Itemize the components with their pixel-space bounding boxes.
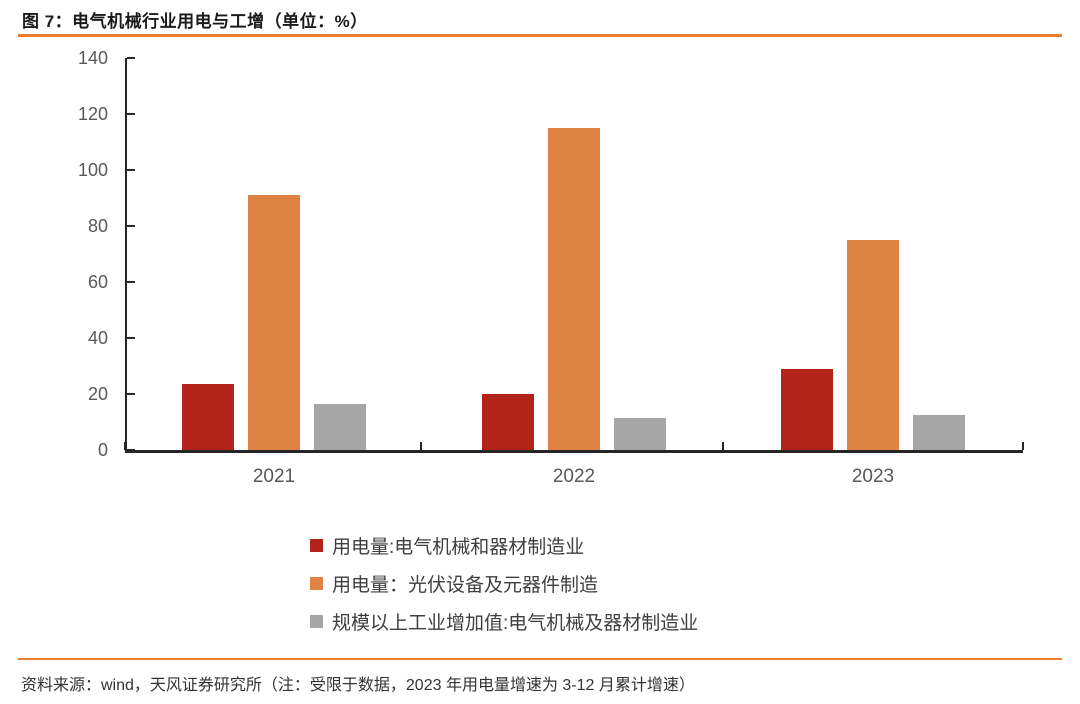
- x-axis-tick-label: 2021: [252, 466, 296, 487]
- source-note: 资料来源：wind，天风证券研究所（注：受限于数据，2023 年用电量增速为 3…: [21, 677, 695, 694]
- legend-item-1: 用电量:电气机械和器材制造业: [310, 526, 698, 564]
- x-axis-tick-mark: [722, 442, 724, 450]
- y-axis-tick-mark: [127, 169, 135, 171]
- y-axis-tick-label: 20: [87, 384, 108, 404]
- legend-label: 用电量：光伏设备及元器件制造: [332, 574, 599, 596]
- legend-swatch-icon: [310, 614, 323, 628]
- y-axis-tick-mark: [127, 113, 135, 115]
- title-divider: [18, 34, 1062, 37]
- y-axis-tick-mark: [127, 281, 135, 283]
- y-axis-tick-label: 0: [97, 440, 108, 460]
- y-axis-tick-label: 80: [87, 216, 108, 236]
- y-axis-tick-label: 100: [77, 160, 108, 180]
- legend-item-2: 用电量：光伏设备及元器件制造: [310, 564, 698, 602]
- y-axis-line: [125, 58, 127, 453]
- legend-swatch-icon: [310, 576, 323, 590]
- y-axis-tick-label: 40: [87, 328, 108, 348]
- x-axis-tick-mark: [1022, 442, 1024, 450]
- legend-label: 用电量:电气机械和器材制造业: [332, 536, 585, 558]
- bar-2023-series1: [781, 368, 833, 450]
- bar-2022-series1: [482, 394, 534, 450]
- x-axis-tick-mark: [124, 442, 126, 450]
- figure-title: 图 7：电气机械行业用电与工增（单位：%）: [22, 12, 368, 31]
- bar-2021-series1: [182, 384, 234, 450]
- legend-label: 规模以上工业增加值:电气机械及器材制造业: [332, 612, 699, 634]
- bar-2022-series3: [614, 417, 666, 450]
- y-axis-tick-label: 60: [87, 272, 108, 292]
- footer-divider: [18, 658, 1062, 660]
- y-axis-tick-mark: [127, 57, 135, 59]
- y-axis-tick-label: 120: [77, 104, 108, 124]
- x-axis-line: [125, 450, 1023, 453]
- legend-item-3: 规模以上工业增加值:电气机械及器材制造业: [310, 602, 698, 640]
- legend-swatch-icon: [310, 538, 323, 552]
- x-axis-tick-mark: [420, 442, 422, 450]
- y-axis-tick-mark: [127, 337, 135, 339]
- y-axis-tick-mark: [127, 393, 135, 395]
- bar-chart: 0 20 40 60 80 100 120 140 2021 2022 2023: [77, 48, 1024, 487]
- bar-2022-series2: [548, 128, 600, 450]
- y-axis-tick-mark: [127, 225, 135, 227]
- bar-2021-series2: [248, 195, 300, 450]
- x-axis-tick-label: 2023: [851, 466, 895, 487]
- bar-2023-series2: [847, 240, 899, 450]
- y-axis-tick-label: 140: [77, 48, 108, 68]
- bar-2021-series3: [314, 403, 366, 450]
- bar-2023-series3: [913, 415, 965, 450]
- x-axis-tick-label: 2022: [552, 466, 596, 487]
- chart-legend: 用电量:电气机械和器材制造业 用电量：光伏设备及元器件制造规模以上工业增加值:电气…: [310, 526, 698, 640]
